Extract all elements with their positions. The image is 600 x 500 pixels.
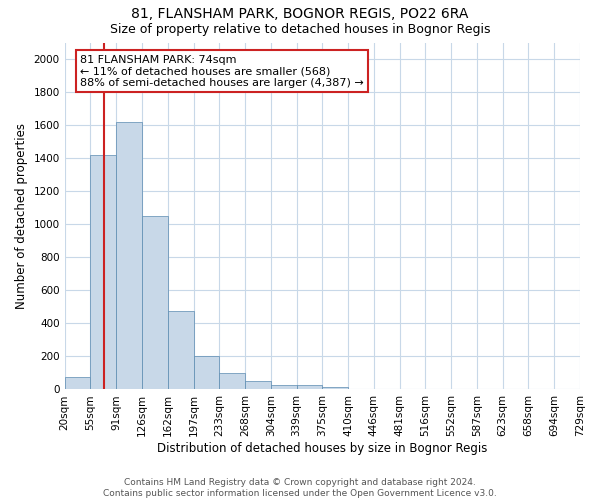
- X-axis label: Distribution of detached houses by size in Bognor Regis: Distribution of detached houses by size …: [157, 442, 488, 455]
- Bar: [193, 356, 219, 390]
- Y-axis label: Number of detached properties: Number of detached properties: [15, 123, 28, 309]
- Bar: [245, 381, 271, 390]
- Bar: [65, 377, 91, 390]
- Bar: [296, 386, 322, 390]
- Text: Size of property relative to detached houses in Bognor Regis: Size of property relative to detached ho…: [110, 22, 490, 36]
- Bar: [271, 384, 296, 390]
- Text: Contains HM Land Registry data © Crown copyright and database right 2024.
Contai: Contains HM Land Registry data © Crown c…: [103, 478, 497, 498]
- Bar: [91, 155, 116, 390]
- Bar: [116, 122, 142, 390]
- Bar: [142, 216, 168, 390]
- Bar: [219, 373, 245, 390]
- Bar: [322, 387, 348, 390]
- Text: 81 FLANSHAM PARK: 74sqm
← 11% of detached houses are smaller (568)
88% of semi-d: 81 FLANSHAM PARK: 74sqm ← 11% of detache…: [80, 54, 364, 88]
- Bar: [168, 311, 193, 390]
- Bar: [348, 388, 374, 390]
- Text: 81, FLANSHAM PARK, BOGNOR REGIS, PO22 6RA: 81, FLANSHAM PARK, BOGNOR REGIS, PO22 6R…: [131, 8, 469, 22]
